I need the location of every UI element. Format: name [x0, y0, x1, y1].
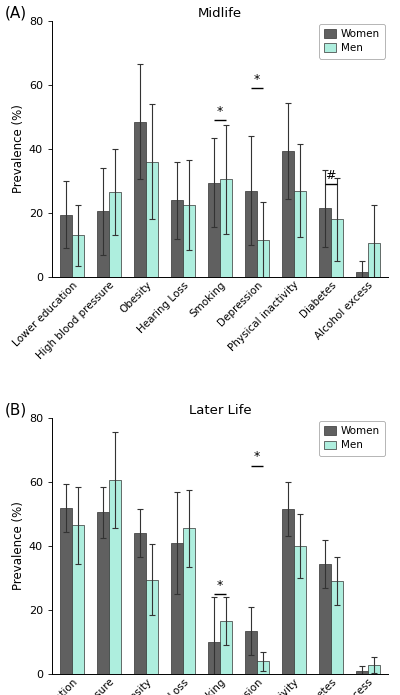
- Bar: [319, 208, 331, 277]
- Bar: [368, 664, 380, 674]
- Text: (B): (B): [5, 402, 27, 418]
- Bar: [134, 122, 146, 277]
- Text: *: *: [217, 104, 223, 117]
- Bar: [294, 190, 306, 277]
- Bar: [183, 528, 195, 674]
- Bar: [109, 193, 121, 277]
- Bar: [257, 662, 269, 674]
- Bar: [134, 533, 146, 674]
- Bar: [183, 205, 195, 277]
- Text: *: *: [217, 578, 223, 591]
- Bar: [220, 621, 232, 674]
- Bar: [282, 151, 294, 277]
- Bar: [257, 240, 269, 277]
- Bar: [319, 564, 331, 674]
- Bar: [282, 509, 294, 674]
- Bar: [294, 546, 306, 674]
- Title: Midlife: Midlife: [198, 7, 242, 19]
- Bar: [72, 236, 84, 277]
- Bar: [98, 512, 109, 674]
- Bar: [245, 631, 257, 674]
- Bar: [220, 179, 232, 277]
- Bar: [98, 211, 109, 277]
- Bar: [356, 272, 368, 277]
- Bar: [208, 183, 220, 277]
- Bar: [245, 190, 257, 277]
- Legend: Women, Men: Women, Men: [319, 421, 385, 456]
- Bar: [331, 581, 342, 674]
- Bar: [146, 162, 158, 277]
- Text: *: *: [254, 450, 260, 464]
- Y-axis label: Prevalence (%): Prevalence (%): [12, 104, 25, 193]
- Bar: [331, 220, 342, 277]
- Bar: [356, 671, 368, 674]
- Bar: [171, 543, 183, 674]
- Y-axis label: Prevalence (%): Prevalence (%): [12, 502, 25, 591]
- Text: *: *: [254, 72, 260, 85]
- Bar: [368, 243, 380, 277]
- Bar: [60, 215, 72, 277]
- Bar: [72, 525, 84, 674]
- Bar: [171, 200, 183, 277]
- Bar: [109, 480, 121, 674]
- Bar: [146, 580, 158, 674]
- Text: (A): (A): [5, 6, 27, 20]
- Bar: [208, 642, 220, 674]
- Title: Later Life: Later Life: [189, 404, 251, 417]
- Legend: Women, Men: Women, Men: [319, 24, 385, 58]
- Text: #: #: [326, 169, 336, 181]
- Bar: [60, 507, 72, 674]
